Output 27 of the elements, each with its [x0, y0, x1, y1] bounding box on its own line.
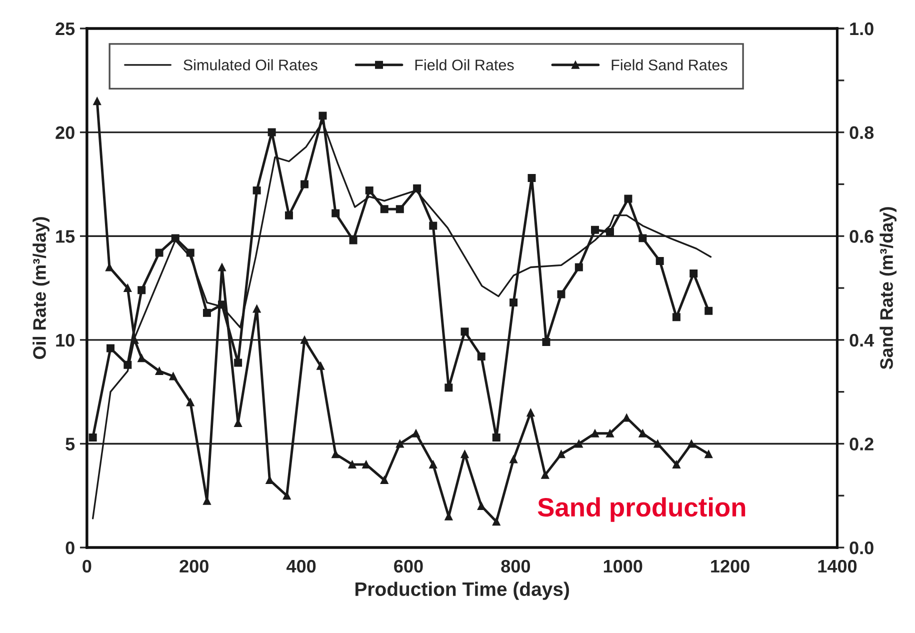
y2-tick-label: 1.0	[850, 22, 874, 36]
legend-label: Field Oil Rates	[415, 59, 514, 70]
legend-label: Simulated Oil Rates	[184, 59, 318, 70]
y-tick-label: 20	[56, 126, 74, 140]
x-tick-label: 200	[180, 560, 208, 573]
x-tick-label: 800	[501, 560, 530, 573]
y-tick-label: 0	[66, 541, 74, 554]
y2-axis-title: Sand Rate (m³/day)	[880, 207, 897, 370]
y-tick-label: 15	[56, 230, 75, 243]
y2-tick-label: 0.0	[850, 541, 874, 554]
x-tick-label: 600	[394, 560, 423, 573]
y2-tick-label: 0.2	[850, 438, 874, 450]
y2-tick-label: 0.6	[850, 230, 874, 243]
y2-tick-label: 0.4	[850, 334, 874, 347]
y-tick-label: 5	[66, 438, 75, 450]
x-tick-label: 0	[82, 560, 92, 573]
annotation: Sand production	[538, 497, 746, 522]
x-tick-label: 1000	[604, 560, 642, 573]
y-tick-label: 10	[56, 334, 74, 347]
y2-tick-label: 0.8	[850, 126, 874, 140]
x-axis-title: Production Time (days)	[356, 582, 569, 600]
y-axis-title: Oil Rate (m³/day)	[32, 217, 50, 359]
x-tick-label: 1400	[818, 560, 857, 573]
x-tick-label: 1200	[711, 560, 750, 573]
y-tick-label: 25	[56, 22, 75, 36]
x-tick-label: 400	[286, 560, 316, 573]
legend-label: Field Sand Rates	[612, 59, 728, 70]
